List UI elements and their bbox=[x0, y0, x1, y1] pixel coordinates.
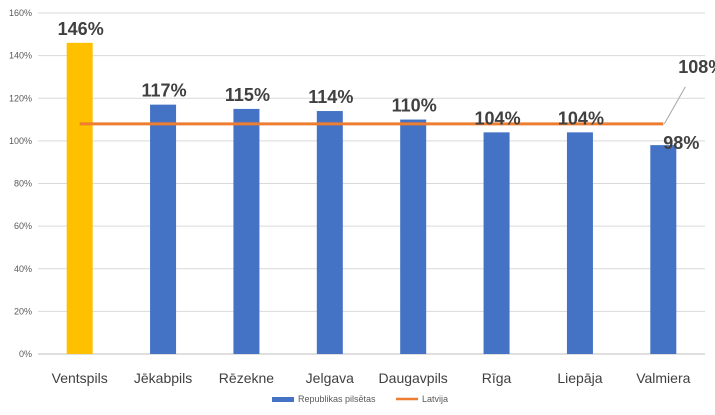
bar-6 bbox=[484, 132, 510, 354]
y-tick-label: 100% bbox=[9, 136, 32, 146]
y-axis: 0% 20% 40% 60% 80% 100% 120% 140% 160% bbox=[9, 8, 32, 359]
bar-data-label: 117% bbox=[142, 81, 187, 101]
bar-data-label: 104% bbox=[558, 108, 604, 128]
y-tick-label: 20% bbox=[14, 306, 32, 316]
x-axis: Ventspils Jēkabpils Rēzekne Jelgava Daugavpi… bbox=[52, 370, 691, 386]
x-tick-label: Jelgava bbox=[306, 370, 354, 386]
y-tick-label: 0% bbox=[19, 349, 32, 359]
bar-5 bbox=[400, 120, 426, 354]
y-tick-label: 140% bbox=[9, 51, 32, 61]
bar-8 bbox=[650, 145, 676, 354]
x-tick-label: Ventspils bbox=[52, 370, 108, 386]
y-tick-label: 60% bbox=[14, 221, 32, 231]
bar-data-label: 98% bbox=[663, 133, 699, 153]
y-tick-label: 120% bbox=[9, 93, 32, 103]
x-tick-label: Rīga bbox=[482, 370, 512, 386]
leader-line bbox=[664, 87, 685, 124]
bar-4 bbox=[317, 111, 343, 354]
x-tick-label: Jēkabpils bbox=[134, 370, 192, 386]
legend-swatch-bar bbox=[272, 397, 294, 402]
y-tick-label: 160% bbox=[9, 8, 32, 18]
x-tick-label: Rēzekne bbox=[219, 370, 274, 386]
bar-1 bbox=[67, 43, 93, 354]
bar-3 bbox=[233, 109, 259, 354]
legend: Republikas pilsētas Latvija bbox=[272, 394, 448, 404]
x-tick-label: Valmiera bbox=[636, 370, 690, 386]
x-tick-label: Daugavpils bbox=[379, 370, 448, 386]
bar-7 bbox=[567, 132, 593, 354]
legend-label: Republikas pilsētas bbox=[298, 394, 376, 404]
y-tick-label: 40% bbox=[14, 264, 32, 274]
line-data-label: 108% bbox=[678, 57, 715, 77]
y-tick-label: 80% bbox=[14, 179, 32, 189]
bar-data-label: 115% bbox=[225, 85, 270, 105]
bar-data-label: 114% bbox=[308, 87, 353, 107]
bar-data-label: 110% bbox=[392, 96, 437, 116]
gridlines bbox=[38, 13, 705, 354]
x-tick-label: Liepāja bbox=[557, 370, 602, 386]
bar-data-label: 146% bbox=[58, 19, 104, 39]
bar-data-label: 104% bbox=[475, 108, 521, 128]
bar-2 bbox=[150, 105, 176, 354]
legend-label: Latvija bbox=[422, 394, 448, 404]
